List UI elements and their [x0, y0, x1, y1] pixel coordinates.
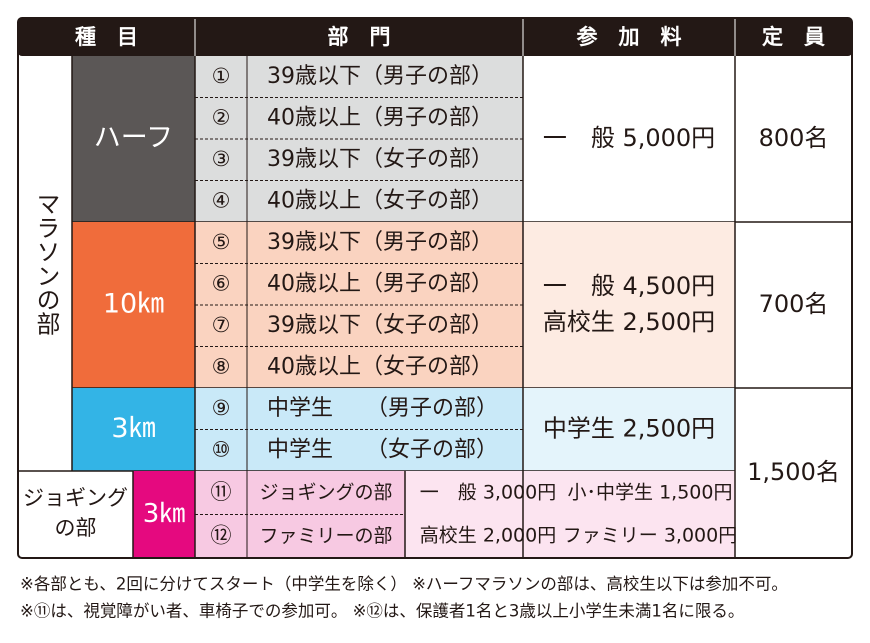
division-no: ⑩ — [212, 437, 231, 461]
division-label: 39歳以下（女子の部） — [267, 313, 493, 338]
fee: 一 般 4,500円 — [543, 272, 715, 300]
fee: 一 般 3,000円 — [420, 482, 556, 504]
division-no: ⑦ — [212, 313, 231, 337]
event-name: 10㎞ — [103, 289, 164, 320]
event-name: ハーフ — [94, 123, 173, 154]
fee-cell — [523, 222, 735, 388]
division-no: ⑧ — [212, 354, 231, 378]
capacity: 700名 — [759, 290, 829, 318]
fee-cell — [523, 56, 735, 222]
header-cell: 参 加 料 — [577, 25, 682, 49]
division-row — [195, 263, 523, 305]
division-row — [195, 56, 523, 98]
division-row — [195, 514, 405, 558]
fee-cell — [523, 388, 735, 471]
division-row — [195, 346, 523, 388]
division-no: ② — [212, 105, 231, 129]
note: ※各部とも、2回に分けてスタート（中学生を除く） ※ハーフマラソンの部は、高校生… — [20, 575, 788, 594]
division-label: ファミリーの部 — [259, 525, 392, 547]
division-row — [195, 180, 523, 222]
division-no: ⑤ — [212, 230, 231, 254]
division-row — [195, 305, 523, 347]
fee: 小･中学生 1,500円 — [568, 482, 733, 504]
division-no: ⑪ — [211, 480, 232, 504]
table-border — [17, 17, 853, 559]
division-label: 39歳以下（女子の部） — [267, 147, 493, 172]
capacity: 800名 — [759, 124, 829, 152]
division-label: 40歳以上（男子の部） — [267, 271, 493, 296]
division-label: 中学生 （女子の部） — [267, 437, 498, 462]
division-label: 中学生 （男子の部） — [267, 396, 498, 421]
division-row — [195, 97, 523, 139]
division-row — [195, 222, 523, 264]
header-cell: 定 員 — [762, 25, 825, 49]
header-bg — [18, 18, 852, 56]
fee-cell — [405, 471, 735, 558]
fee: 一 般 5,000円 — [543, 124, 715, 152]
division-row — [195, 471, 405, 515]
division-label: 40歳以上（女子の部） — [267, 188, 493, 213]
marathon-label: マラソンの部 — [32, 192, 60, 336]
division-label: 39歳以下（男子の部） — [267, 64, 493, 89]
event-name: 3㎞ — [143, 499, 186, 529]
note: ※⑪は、視覚障がい者、車椅子での参加可。 ※⑫は、保護者1名と3歳以上小学生未満… — [20, 602, 744, 621]
division-no: ⑨ — [212, 396, 231, 420]
division-row — [195, 429, 523, 471]
division-row — [195, 139, 523, 181]
header-cell: 種 目 — [75, 25, 138, 49]
division-row — [195, 388, 523, 430]
event-cell — [72, 388, 195, 471]
event-cell — [72, 56, 195, 222]
division-no: ① — [212, 64, 231, 88]
event-name: 3㎞ — [111, 413, 155, 444]
event-cell — [133, 471, 195, 558]
division-no: ④ — [212, 188, 231, 212]
event-cell — [72, 222, 195, 388]
division-label: ジョギングの部 — [259, 481, 392, 503]
jogging-label: ジョギング — [23, 486, 128, 510]
capacity: 1,500名 — [747, 458, 840, 486]
jogging-label: の部 — [55, 516, 97, 540]
header-cell: 部 門 — [328, 25, 391, 49]
fee: ファミリー 3,000円 — [563, 525, 737, 547]
division-label: 40歳以上（女子の部） — [267, 354, 493, 379]
fee: 中学生 2,500円 — [543, 415, 715, 443]
fee: 高校生 2,000円 — [420, 525, 556, 547]
division-label: 39歳以下（男子の部） — [267, 230, 493, 255]
fee: 高校生 2,500円 — [543, 308, 715, 336]
division-no: ⑫ — [211, 523, 232, 547]
division-label: 40歳以上（男子の部） — [267, 105, 493, 130]
division-no: ⑥ — [212, 271, 231, 295]
division-no: ③ — [212, 147, 231, 171]
